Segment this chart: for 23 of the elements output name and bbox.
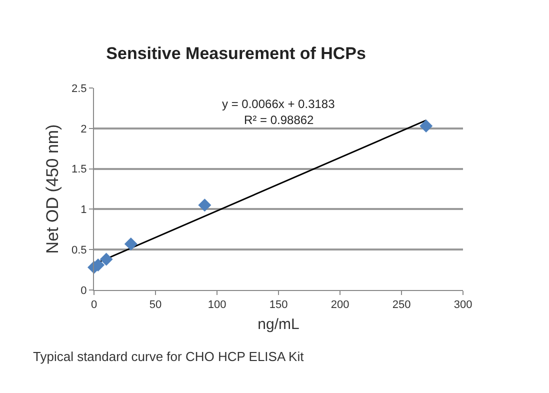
point [100, 252, 113, 266]
x-axis-title: ng/mL [258, 316, 300, 334]
y-tick-label: 2 [80, 123, 87, 136]
text: Typical standard curve for CHO HCP ELISA Kit [33, 349, 304, 364]
x-tick-label: 0 [90, 299, 98, 312]
chart-title: Sensitive Measurement of HCPs [106, 44, 366, 64]
y-tick-label: 0 [80, 284, 87, 297]
y-tick-label: 1.5 [72, 164, 87, 176]
x-tick-label: 150 [269, 299, 288, 312]
annotation: y = 0.0066x + 0.3183 [222, 97, 336, 111]
x-tick-label: 300 [454, 299, 472, 312]
x-tick-label: 50 [149, 299, 162, 312]
point [198, 198, 212, 212]
point [420, 119, 433, 132]
y-tick-label: 2.5 [72, 82, 87, 95]
x-tick-label: 250 [392, 299, 411, 312]
y-tick-label: 1 [80, 204, 87, 216]
y-tick-label: 0.5 [72, 244, 87, 256]
x-tick-label: 100 [208, 299, 226, 312]
x-tick-label: 200 [330, 299, 350, 312]
annotation: R² = 0.98862 [244, 113, 314, 127]
y-axis-title: Net OD (450 nm) [43, 124, 62, 254]
point [124, 237, 138, 250]
